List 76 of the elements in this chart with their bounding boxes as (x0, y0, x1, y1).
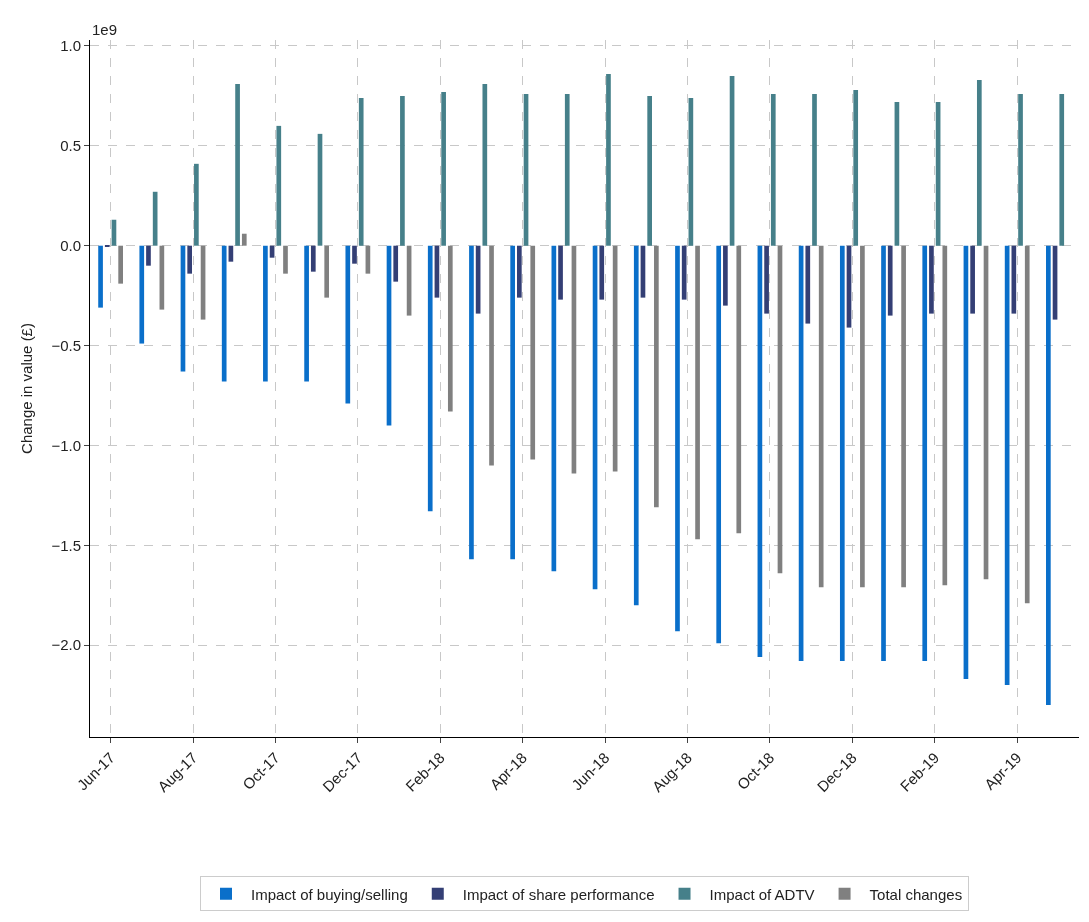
bar (441, 91, 446, 246)
bar (654, 245, 659, 508)
legend-label: Total changes (869, 885, 963, 903)
bar (942, 245, 948, 586)
bar (510, 245, 515, 560)
bar (929, 245, 934, 314)
bar (352, 245, 357, 264)
bar (853, 89, 859, 246)
bar (558, 245, 563, 300)
y-axis-title: Change in value (£) (17, 323, 35, 454)
text: 1e9 (92, 21, 118, 38)
y-tick-label: −1.5 (51, 536, 81, 554)
bar (283, 245, 288, 274)
bar (263, 245, 268, 382)
bar (393, 245, 399, 282)
bar (818, 245, 824, 588)
legend-label: Impact of share performance (462, 885, 655, 903)
y-tick-label: 1.0 (60, 37, 81, 55)
bar (187, 245, 193, 274)
bar (469, 245, 474, 560)
bar (482, 83, 488, 246)
bar (324, 245, 330, 298)
bar (400, 95, 405, 246)
bar (152, 191, 158, 246)
bar (716, 245, 722, 644)
bar (221, 245, 227, 382)
y-tick-label: −1.0 (51, 436, 81, 454)
legend-label: Impact of ADTV (709, 885, 815, 903)
y-tick-label: 0.0 (60, 236, 81, 254)
bar (647, 95, 652, 246)
legend-label: Impact of buying/selling (251, 885, 408, 903)
bar (675, 245, 680, 632)
bar (427, 245, 433, 512)
bar (241, 233, 247, 246)
bar (805, 245, 811, 324)
bar (276, 125, 282, 246)
bar (723, 245, 728, 306)
bar (358, 97, 364, 246)
bar (606, 73, 611, 246)
y-tick-label: −0.5 (51, 336, 81, 354)
bar (530, 245, 536, 460)
bar (304, 245, 309, 382)
bar (146, 245, 151, 266)
bar (489, 245, 494, 466)
bar (695, 245, 700, 540)
bar (887, 245, 893, 316)
bar (1018, 93, 1023, 246)
bar (1046, 245, 1051, 706)
bar (839, 245, 845, 662)
y-tick-label: −2.0 (51, 636, 81, 654)
bar (976, 79, 982, 246)
bar (764, 245, 769, 314)
bar (860, 245, 865, 588)
bar (98, 245, 103, 308)
bar (736, 245, 742, 534)
bar (599, 245, 605, 300)
bar (139, 245, 145, 344)
bar (633, 245, 639, 606)
bar (447, 245, 453, 412)
bar (681, 245, 687, 300)
bar (1059, 93, 1065, 246)
y-tick-label: 0.5 (60, 137, 81, 155)
bar (901, 245, 906, 588)
bar (235, 83, 240, 246)
bar (812, 93, 817, 246)
bar (881, 245, 886, 662)
bar (345, 245, 351, 404)
bar (922, 245, 928, 662)
bar (118, 245, 123, 284)
bar (970, 245, 975, 314)
bar (194, 163, 199, 246)
bar (564, 93, 570, 246)
bar (770, 93, 776, 246)
bar (310, 245, 316, 272)
bar (1024, 245, 1030, 604)
bar (517, 245, 522, 298)
